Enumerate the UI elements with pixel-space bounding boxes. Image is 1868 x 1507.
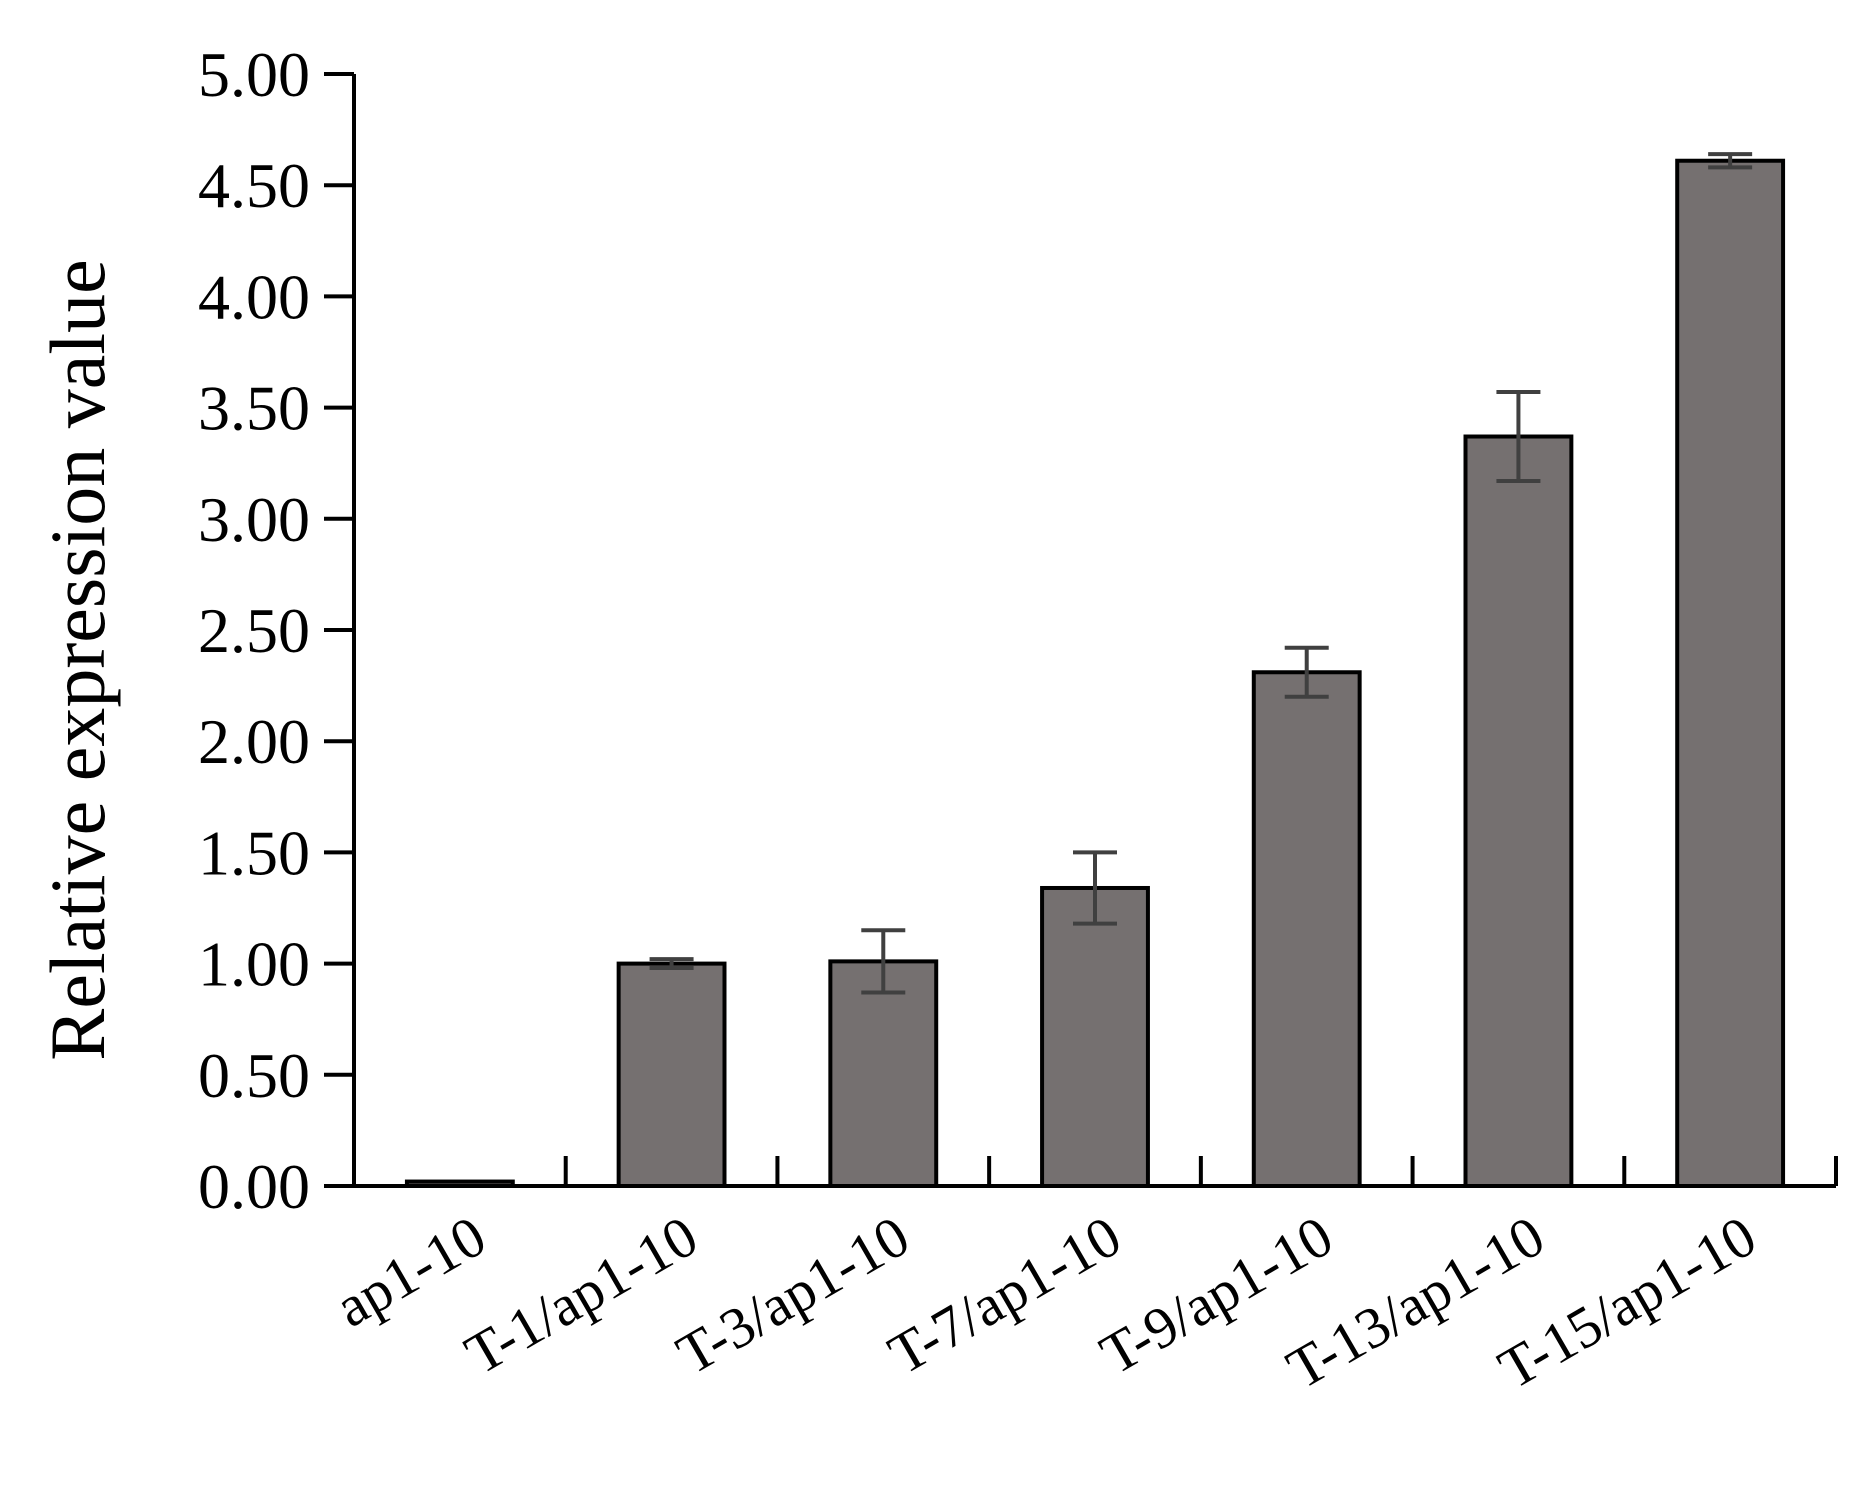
bar bbox=[1675, 158, 1786, 1189]
x-tick-label: ap1-10 bbox=[324, 1203, 496, 1340]
y-axis-title: Relative expression value bbox=[34, 259, 121, 1060]
error-bars-layer bbox=[649, 152, 1753, 995]
y-tick-label: 2.50 bbox=[198, 595, 310, 666]
y-tick-label: 5.00 bbox=[198, 39, 310, 110]
x-tick-label: T-1/ap1-10 bbox=[454, 1203, 708, 1387]
y-ticks-layer: 0.00 0.50 1.00 1.50 2.00 2.50 3.00 3.50 4.00 4.50… bbox=[198, 39, 354, 1222]
y-tick-label: 0.00 bbox=[198, 1151, 310, 1222]
bars-layer bbox=[404, 158, 1786, 1189]
bar bbox=[1251, 670, 1362, 1188]
bar bbox=[1040, 885, 1150, 1188]
y-tick-label: 4.50 bbox=[198, 150, 310, 221]
y-tick-label: 1.00 bbox=[198, 929, 310, 1000]
bar bbox=[828, 959, 939, 1188]
x-tick-label: T-3/ap1-10 bbox=[666, 1203, 920, 1387]
y-tick-label: 4.00 bbox=[198, 261, 310, 332]
bar bbox=[616, 961, 727, 1188]
x-tick-label: T-7/ap1-10 bbox=[878, 1203, 1132, 1387]
bar bbox=[1463, 434, 1574, 1188]
x-ticks-layer: ap1-10T-1/ap1-10T-3/ap1-10T-7/ap1-10T-9/… bbox=[324, 1156, 1838, 1402]
y-tick-label: 3.00 bbox=[198, 484, 310, 555]
y-tick-label: 2.00 bbox=[198, 706, 310, 777]
y-tick-label: 3.50 bbox=[198, 373, 310, 444]
y-tick-label: 0.50 bbox=[198, 1040, 310, 1111]
y-tick-label: 1.50 bbox=[198, 817, 310, 888]
